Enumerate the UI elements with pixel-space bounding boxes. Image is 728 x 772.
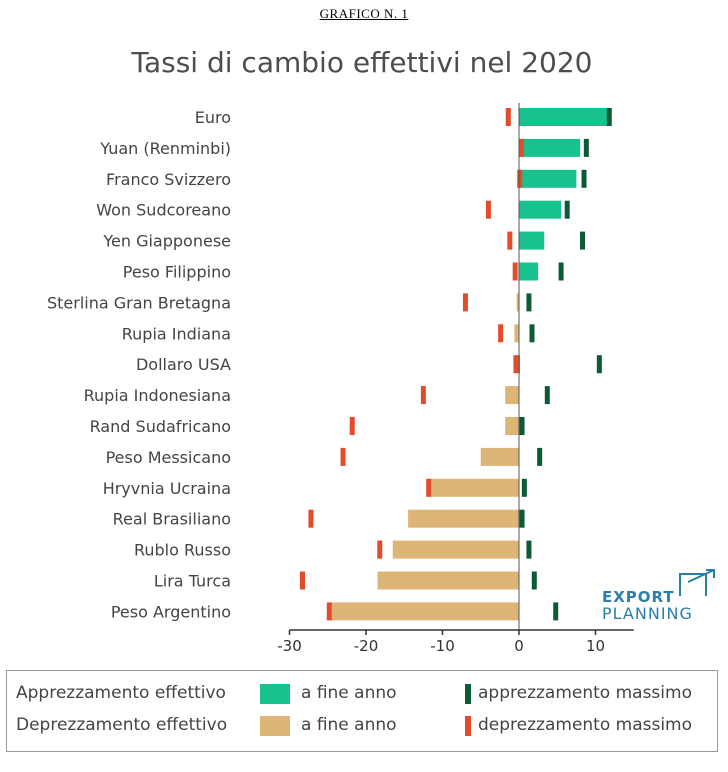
marker-max-appreciation xyxy=(558,262,564,281)
bar-year-end xyxy=(519,108,607,126)
logo-text-export: EXPORT xyxy=(602,588,675,606)
logo-text-planning: PLANNING xyxy=(602,604,693,623)
marker-max-appreciation xyxy=(529,324,535,343)
marker-max-appreciation xyxy=(596,355,602,374)
marker-max-depreciation xyxy=(512,262,518,281)
marker-max-depreciation xyxy=(518,138,524,157)
category-label: Sterlina Gran Bretagna xyxy=(47,293,231,312)
category-label: Rupia Indonesiana xyxy=(84,386,231,405)
marker-max-appreciation xyxy=(537,447,543,466)
legend-max-deprezzamento: deprezzamento massimo xyxy=(478,715,693,735)
category-label: Yuan (Renminbi) xyxy=(99,139,231,158)
marker-max-depreciation xyxy=(326,602,332,621)
legend-apprezzamento-label: Apprezzamento effettivo xyxy=(16,683,226,703)
bar-year-end xyxy=(392,540,519,559)
marker-max-appreciation xyxy=(526,540,532,559)
bar-year-end xyxy=(505,417,519,435)
legend-fine-anno-appreciation: a fine anno xyxy=(301,683,397,703)
marker-max-appreciation xyxy=(581,169,587,188)
bar-year-end xyxy=(377,571,519,590)
marker-max-depreciation xyxy=(340,447,346,466)
marker-max-depreciation xyxy=(507,231,513,250)
legend-swatch-appreciation xyxy=(260,684,290,704)
marker-max-depreciation xyxy=(420,386,426,405)
marker-max-depreciation xyxy=(426,478,432,497)
category-label: Peso Messicano xyxy=(106,448,231,467)
category-label: Rupia Indiana xyxy=(122,324,231,343)
bar-chart: Tassi di cambio effettivi nel 2020 Euro Y… xyxy=(47,46,634,655)
marker-max-depreciation xyxy=(349,417,355,435)
bars xyxy=(331,108,607,621)
logo-mark xyxy=(679,569,715,596)
x-axis: -30 -20 -10 0 10 xyxy=(277,103,634,655)
bar-year-end xyxy=(431,478,519,497)
category-label: Won Sudcoreano xyxy=(96,201,231,220)
category-labels: Euro Yuan (Renminbi) Franco Svizzero Won Su… xyxy=(47,108,231,621)
legend-max-apprezzamento: apprezzamento massimo xyxy=(478,683,692,703)
marker-max-appreciation xyxy=(519,509,525,528)
marker-max-depreciation xyxy=(377,540,383,559)
category-label: Dollaro USA xyxy=(136,355,231,374)
marker-max-depreciation xyxy=(300,571,306,590)
marker-max-appreciation xyxy=(564,200,570,219)
bar-year-end xyxy=(505,386,519,405)
category-label: Euro xyxy=(195,108,231,127)
bar-year-end xyxy=(480,447,519,466)
x-tick-label: -20 xyxy=(354,637,379,655)
legend-swatch-depreciation xyxy=(260,716,290,736)
bar-year-end xyxy=(519,231,545,250)
bar-year-end xyxy=(519,200,562,219)
legend-deprezzamento-label: Deprezzamento effettivo xyxy=(16,715,228,735)
bar-year-end xyxy=(514,324,519,343)
bar-year-end xyxy=(331,602,519,621)
marker-max-depreciation xyxy=(308,509,314,528)
bar-year-end xyxy=(408,509,519,528)
category-label: Rublo Russo xyxy=(134,541,231,560)
marker-max-depreciation xyxy=(505,108,511,126)
marker-max-depreciation xyxy=(498,324,504,343)
markers xyxy=(300,108,612,621)
category-label: Hryvnia Ucraina xyxy=(103,479,231,498)
x-tick-label: -30 xyxy=(277,637,302,655)
chart-title: Tassi di cambio effettivi nel 2020 xyxy=(131,46,593,79)
marker-max-depreciation xyxy=(462,293,468,312)
marker-max-depreciation xyxy=(485,200,491,219)
marker-max-appreciation xyxy=(583,138,589,157)
marker-max-appreciation xyxy=(521,478,527,497)
legend-fine-anno-depreciation: a fine anno xyxy=(301,715,397,735)
marker-max-appreciation xyxy=(526,293,532,312)
bar-year-end xyxy=(516,293,519,312)
category-label: Real Brasiliano xyxy=(113,510,231,529)
x-tick-label: -10 xyxy=(430,637,455,655)
x-tick-label: 10 xyxy=(586,637,605,655)
bar-year-end xyxy=(519,169,577,188)
category-label: Yen Giapponese xyxy=(102,232,231,251)
category-label: Peso Filippino xyxy=(123,263,231,282)
bar-year-end xyxy=(519,138,581,157)
marker-max-appreciation xyxy=(544,386,550,405)
marker-max-appreciation xyxy=(606,108,612,126)
marker-max-depreciation xyxy=(517,169,523,188)
marker-max-depreciation xyxy=(513,355,519,374)
export-planning-logo: EXPORT PLANNING xyxy=(602,566,718,626)
category-label: Rand Sudafricano xyxy=(90,417,231,436)
marker-max-appreciation xyxy=(553,602,559,621)
marker-max-appreciation xyxy=(519,417,525,435)
bar-year-end xyxy=(519,262,539,281)
legend: Apprezzamento effettivo Deprezzamento ef… xyxy=(6,670,718,752)
marker-max-appreciation xyxy=(531,571,537,590)
legend-tick-max-appreciation xyxy=(465,684,471,704)
category-label: Lira Turca xyxy=(154,572,231,591)
marker-max-appreciation xyxy=(579,231,585,250)
category-label: Franco Svizzero xyxy=(106,170,231,189)
x-tick-label: 0 xyxy=(514,637,524,655)
legend-tick-max-depreciation xyxy=(465,716,471,736)
chart-header-label: GRAFICO N. 1 xyxy=(319,6,409,21)
category-label: Peso Argentino xyxy=(111,602,231,621)
